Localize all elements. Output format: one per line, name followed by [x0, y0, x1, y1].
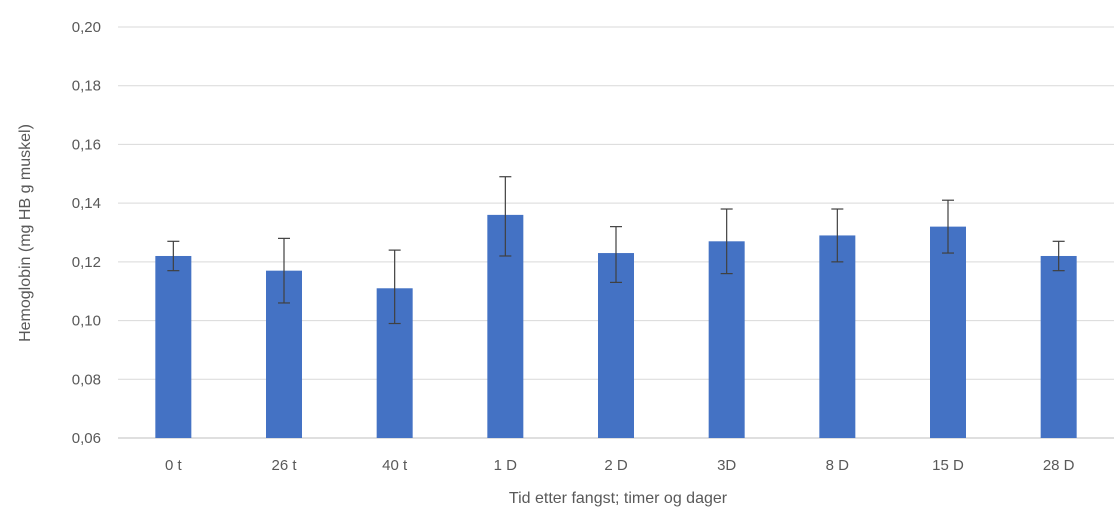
y-tick-label: 0,06: [72, 430, 101, 447]
x-tick-label: 1 D: [494, 457, 518, 474]
error-bar: [942, 199, 954, 254]
y-tick-label: 0,10: [72, 313, 101, 330]
x-tick-label: 26 t: [271, 457, 297, 474]
error-bar: [388, 249, 401, 325]
x-tick-label: 28 D: [1043, 457, 1075, 474]
bar: [1040, 255, 1077, 438]
bars: [155, 214, 1077, 438]
bar: [155, 255, 192, 438]
error-bar: [610, 226, 622, 284]
y-axis-title: Hemoglobin (mg HB g muskel): [17, 124, 34, 342]
error-bar: [1052, 240, 1065, 272]
x-tick-label: 15 D: [932, 457, 964, 474]
error-bar: [167, 240, 180, 272]
y-axis-ticks: 0,06 0,08 0,10 0,12 0,14 0,16 0,18 0,20: [72, 19, 101, 447]
y-tick-label: 0,16: [72, 136, 101, 153]
error-bar: [499, 176, 512, 257]
x-tick-label: 8 D: [826, 457, 850, 474]
error-bar: [720, 208, 733, 275]
y-tick-label: 0,14: [72, 195, 101, 212]
x-tick-label: 3D: [717, 457, 736, 474]
x-tick-label: 40 t: [382, 457, 408, 474]
x-axis-ticks: 0 t 26 t 40 t 1 D 2 D 3D 8 D 15 D 28 D: [165, 457, 1075, 474]
error-bars: [167, 176, 1065, 325]
bar: [819, 235, 856, 438]
x-tick-label: 2 D: [604, 457, 628, 474]
x-tick-label: 0 t: [165, 457, 183, 474]
bar: [930, 226, 966, 438]
y-tick-label: 0,20: [72, 19, 101, 36]
y-tick-label: 0,12: [72, 254, 101, 271]
y-tick-label: 0,18: [72, 78, 101, 95]
x-axis-title: Tid etter fangst; timer og dager: [509, 490, 728, 507]
y-tick-label: 0,08: [72, 371, 101, 388]
error-bar: [278, 237, 290, 304]
error-bar: [831, 208, 844, 263]
bar: [598, 253, 634, 438]
